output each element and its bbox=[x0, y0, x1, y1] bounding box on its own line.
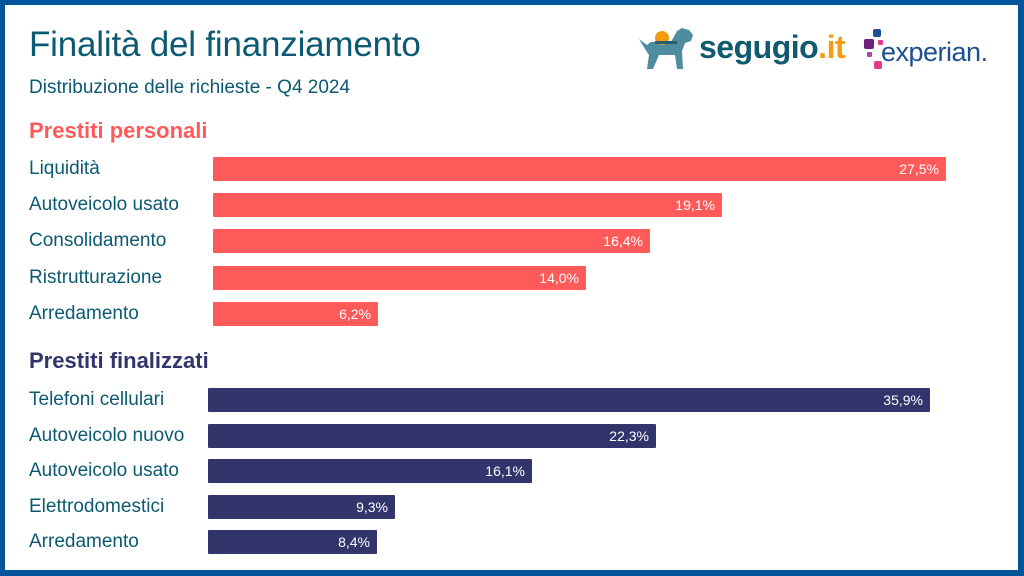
bar-value-label: 22,3% bbox=[609, 428, 649, 444]
bar-finalized: 8,4% bbox=[208, 530, 377, 554]
bar-personal: 27,5% bbox=[213, 157, 946, 181]
experian-dots-icon bbox=[864, 29, 883, 69]
bar-value-label: 19,1% bbox=[675, 197, 715, 213]
bar-personal: 16,4% bbox=[213, 229, 650, 253]
segugio-logo: segugio.it bbox=[635, 25, 846, 75]
bar-value-label: 14,0% bbox=[539, 270, 579, 286]
bar-personal: 14,0% bbox=[213, 266, 586, 290]
bar-value-label: 16,1% bbox=[485, 463, 525, 479]
category-label: Arredamento bbox=[29, 531, 139, 552]
category-label: Elettrodomestici bbox=[29, 496, 165, 517]
bar-personal: 6,2% bbox=[213, 302, 378, 326]
experian-logo: experian. bbox=[863, 27, 1008, 77]
section-title-finalized-loans: Prestiti finalizzati bbox=[29, 348, 209, 373]
section-title-personal-loans: Prestiti personali bbox=[29, 118, 208, 143]
category-label: Autoveicolo usato bbox=[29, 460, 179, 481]
segugio-logo-text: segugio.it bbox=[699, 29, 846, 65]
category-label: Autoveicolo nuovo bbox=[29, 425, 185, 446]
experian-logo-text: experian. bbox=[881, 37, 988, 67]
page-subtitle: Distribuzione delle richieste - Q4 2024 bbox=[29, 77, 351, 98]
page-title: Finalità del finanziamento bbox=[29, 25, 421, 64]
category-label: Consolidamento bbox=[29, 230, 167, 251]
category-label: Liquidità bbox=[29, 158, 100, 179]
category-label: Ristrutturazione bbox=[29, 267, 163, 288]
category-label: Telefoni cellulari bbox=[29, 389, 165, 410]
bar-value-label: 35,9% bbox=[883, 392, 923, 408]
bar-value-label: 16,4% bbox=[603, 233, 643, 249]
bar-value-label: 9,3% bbox=[356, 499, 388, 515]
bar-finalized: 16,1% bbox=[208, 459, 532, 483]
bar-value-label: 8,4% bbox=[338, 534, 370, 550]
bar-finalized: 22,3% bbox=[208, 424, 656, 448]
segugio-dog-icon bbox=[639, 28, 693, 69]
category-label: Autoveicolo usato bbox=[29, 194, 179, 215]
category-label: Arredamento bbox=[29, 303, 139, 324]
bar-finalized: 9,3% bbox=[208, 495, 395, 519]
bar-personal: 19,1% bbox=[213, 193, 722, 217]
bar-value-label: 6,2% bbox=[339, 306, 371, 322]
bar-finalized: 35,9% bbox=[208, 388, 930, 412]
bar-value-label: 27,5% bbox=[899, 161, 939, 177]
